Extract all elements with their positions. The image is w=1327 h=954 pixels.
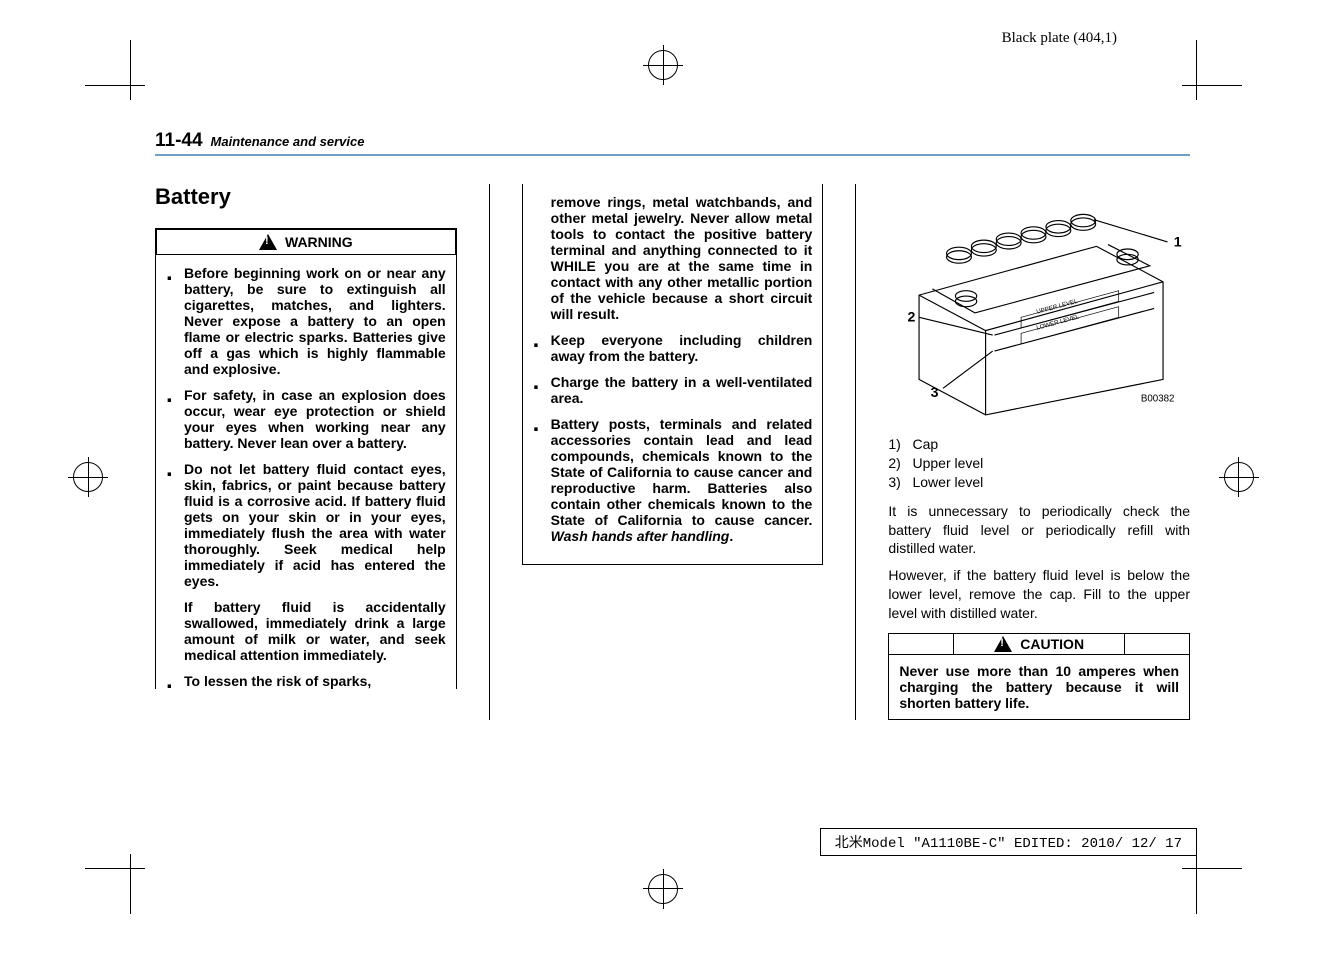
legend-num: 1) (888, 436, 900, 452)
warning-continuation: If battery fluid is accidentally swallow… (166, 599, 446, 663)
warning-list: Before beginning work on or near any bat… (166, 265, 446, 589)
legend-num: 2) (888, 455, 900, 471)
warning-list: To lessen the risk of sparks, (166, 673, 446, 689)
column-1: Battery WARNING Before beginning work on… (155, 184, 457, 720)
column-2: remove rings, metal watchbands, and othe… (522, 184, 824, 720)
warning-item: Do not let battery fluid contact eyes, s… (166, 461, 446, 589)
legend-row: 2) Upper level (888, 454, 1190, 473)
warning-item: Keep everyone including children away fr… (533, 332, 813, 364)
registration-cross (663, 45, 664, 85)
warning-icon (259, 234, 277, 250)
warning-continuation: remove rings, metal watchbands, and othe… (533, 194, 813, 322)
page-content: 11-44 Maintenance and service Battery WA… (155, 130, 1190, 720)
warning-label: WARNING (285, 234, 353, 250)
crop-mark (1196, 854, 1197, 914)
column-divider (855, 184, 856, 720)
caution-body: Never use more than 10 amperes when char… (889, 655, 1189, 719)
caution-title: CAUTION (953, 633, 1125, 654)
diagram-label-2: 2 (908, 310, 916, 326)
crop-mark (1182, 868, 1242, 869)
crop-mark (1182, 85, 1242, 86)
crop-mark (1196, 40, 1197, 100)
columns: Battery WARNING Before beginning work on… (155, 184, 1190, 720)
diagram-code: B00382 (1141, 394, 1175, 405)
warning-item-text: Battery posts, terminals and related acc… (551, 416, 813, 528)
registration-cross (663, 869, 664, 909)
warning-list: Keep everyone including children away fr… (533, 332, 813, 544)
crop-mark (85, 85, 145, 86)
warning-item: Battery posts, terminals and related acc… (533, 416, 813, 544)
page-number: 11-44 (155, 130, 203, 152)
legend-text: Upper level (912, 455, 983, 471)
running-head: 11-44 Maintenance and service (155, 130, 1190, 156)
registration-cross (88, 457, 89, 497)
warning-title: WARNING (156, 229, 456, 255)
legend-row: 1) Cap (888, 435, 1190, 454)
body-paragraph: It is unnecessary to periodically check … (888, 502, 1190, 559)
battery-diagram: UPPER LEVEL LOWER LEVEL 1 2 3 B00382 (888, 184, 1190, 424)
caution-icon (994, 636, 1012, 652)
crop-mark (85, 868, 145, 869)
registration-cross (1238, 457, 1239, 497)
warning-item: Before beginning work on or near any bat… (166, 265, 446, 377)
footer-model-info: 北米Model "A1110BE-C" EDITED: 2010/ 12/ 17 (820, 828, 1197, 856)
battery-heading: Battery (155, 184, 457, 210)
diagram-label-1: 1 (1174, 234, 1182, 250)
warning-item: For safety, in case an explosion does oc… (166, 387, 446, 451)
lower-level-text: LOWER LEVEL (1036, 313, 1081, 331)
diagram-legend: 1) Cap 2) Upper level 3) Lower level (888, 435, 1190, 492)
warning-item: To lessen the risk of sparks, (166, 673, 446, 689)
legend-row: 3) Lower level (888, 473, 1190, 492)
legend-text: Cap (912, 436, 938, 452)
section-title: Maintenance and service (211, 134, 365, 149)
registration-cross (1219, 477, 1259, 478)
warning-box-continued: remove rings, metal watchbands, and othe… (522, 184, 824, 565)
legend-text: Lower level (912, 474, 983, 490)
column-3: UPPER LEVEL LOWER LEVEL 1 2 3 B00382 1) … (888, 184, 1190, 720)
column-divider (489, 184, 490, 720)
warning-item-text: . (729, 528, 733, 544)
caution-box: CAUTION Never use more than 10 amperes w… (888, 633, 1190, 720)
caution-head-wrap: CAUTION (889, 634, 1189, 655)
crop-mark (130, 854, 131, 914)
diagram-label-3: 3 (931, 385, 939, 401)
crop-mark (130, 40, 131, 100)
body-paragraph: However, if the battery fluid level is b… (888, 566, 1190, 623)
wash-hands-emphasis: Wash hands after handling (551, 528, 730, 544)
plate-label: Black plate (404,1) (1002, 30, 1117, 47)
warning-item: Charge the battery in a well-ventilated … (533, 374, 813, 406)
warning-box: WARNING Before beginning work on or near… (155, 228, 457, 689)
caution-label: CAUTION (1020, 636, 1084, 652)
legend-num: 3) (888, 474, 900, 490)
